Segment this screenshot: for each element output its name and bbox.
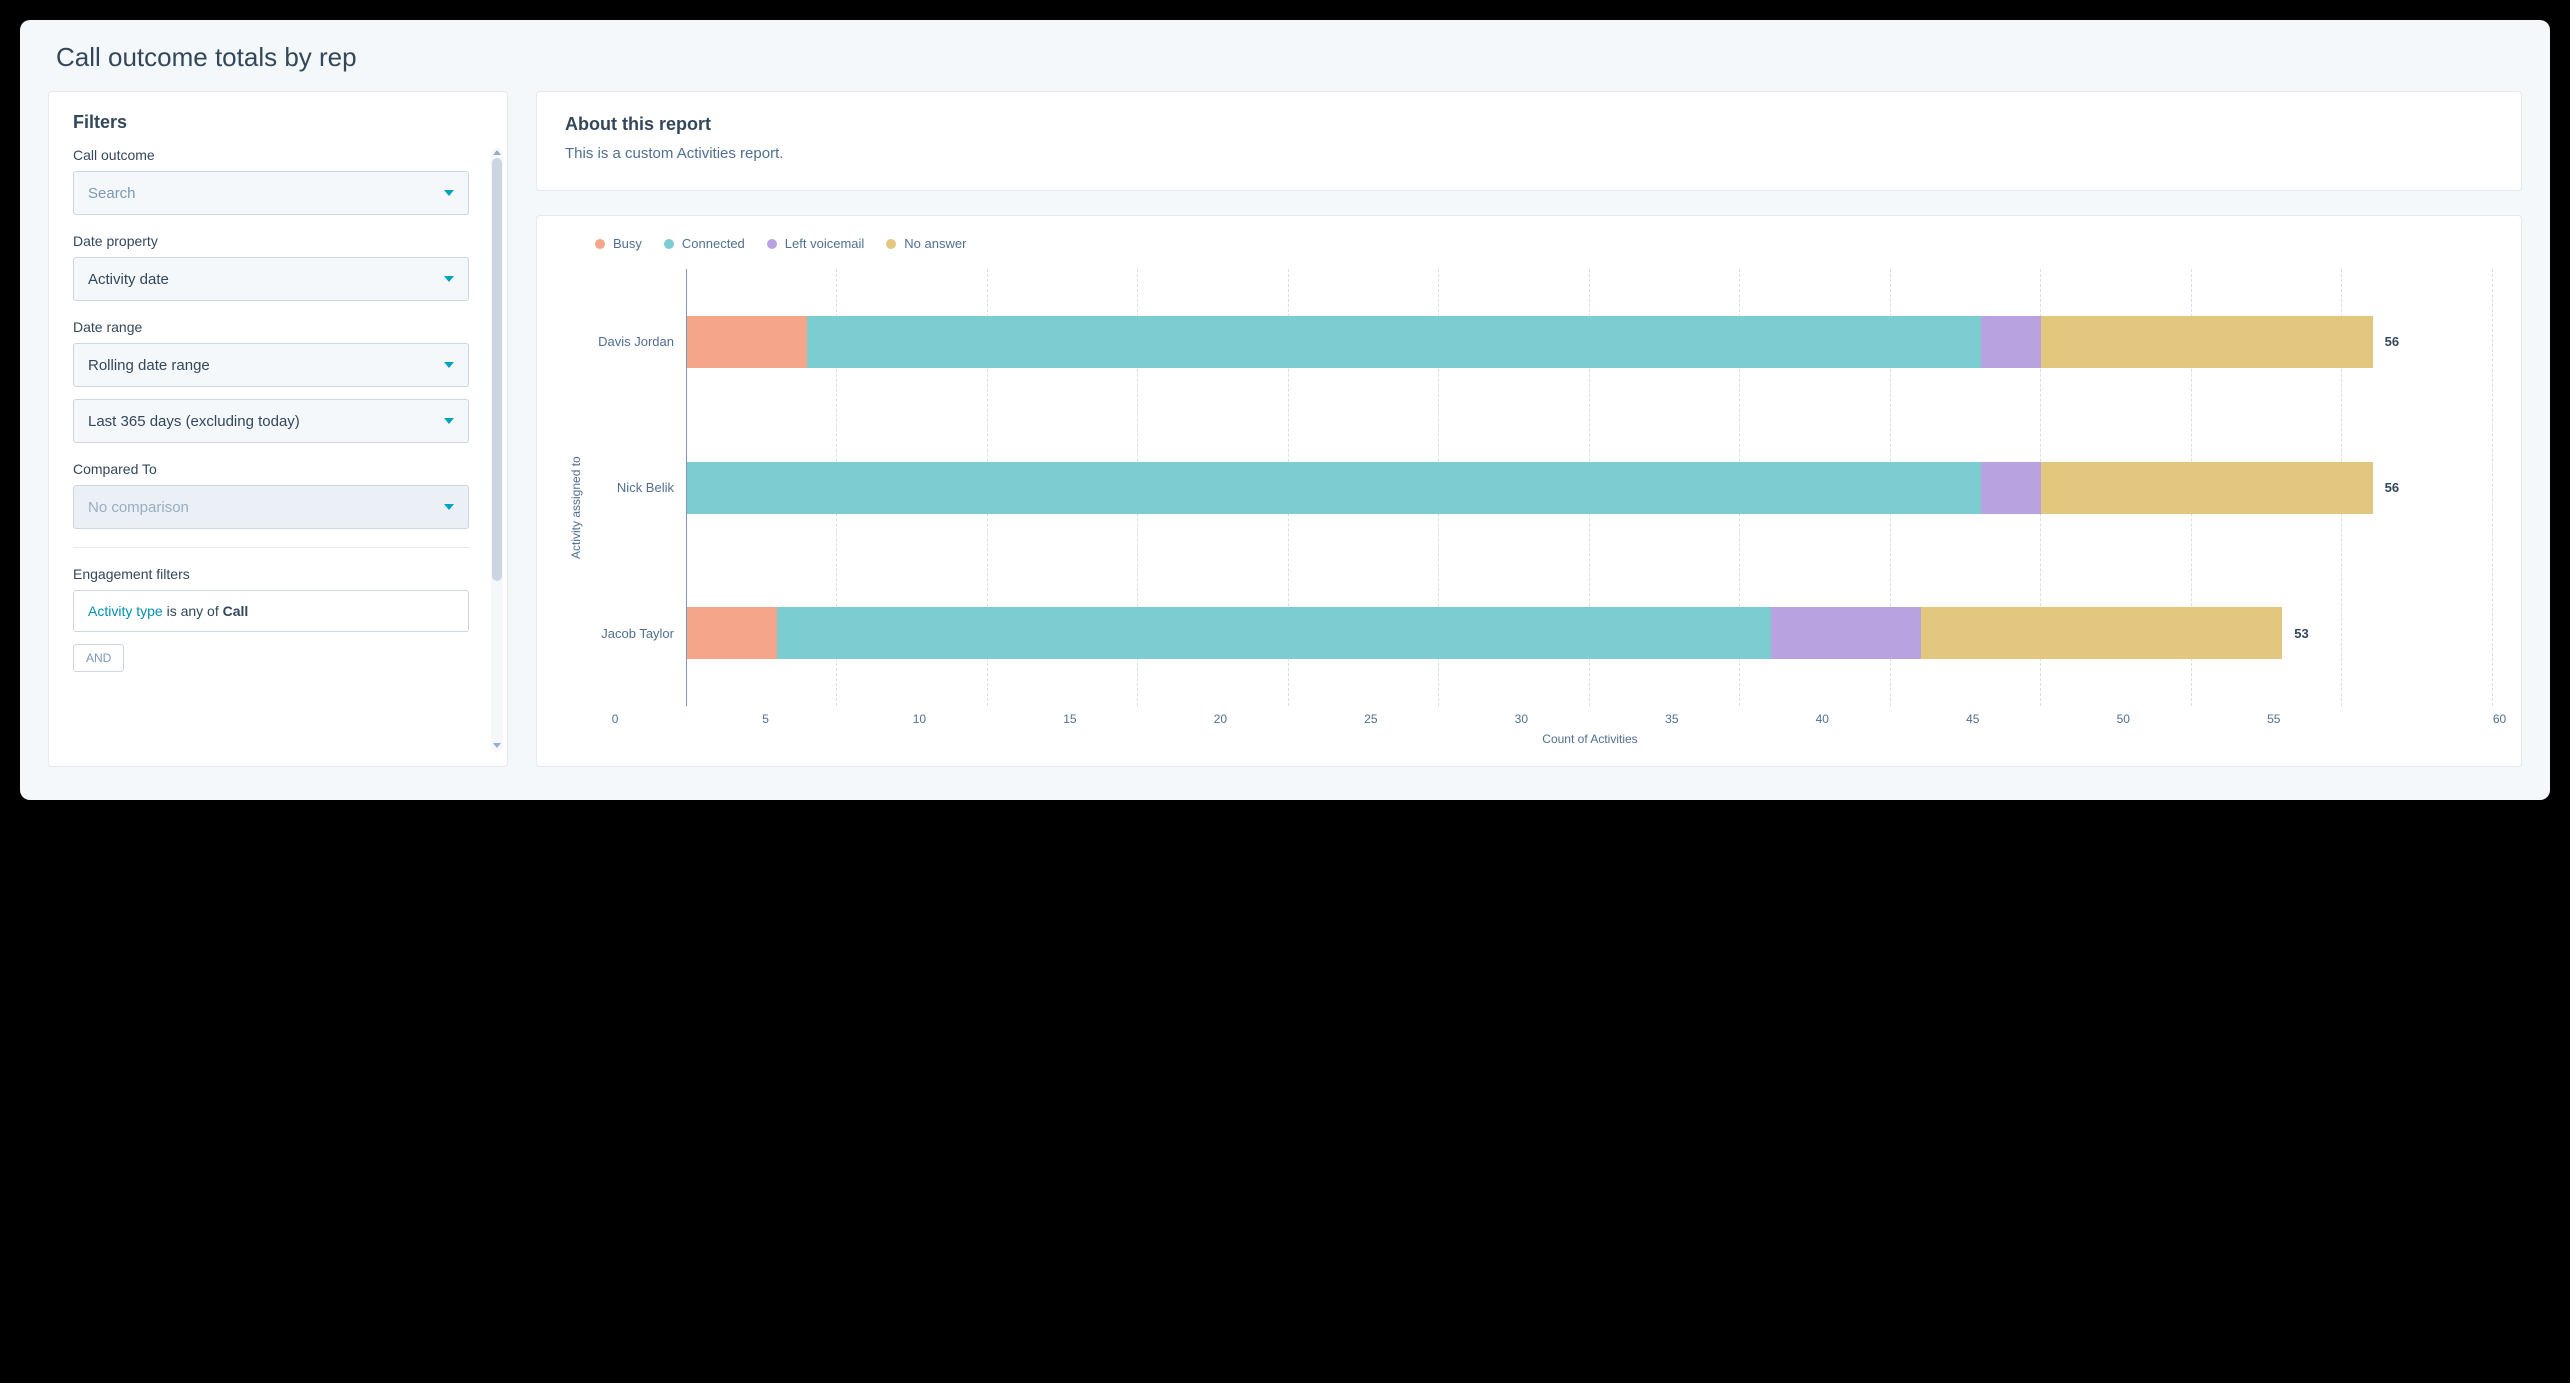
x-tick-label: 45 xyxy=(1966,712,1979,726)
x-tick-label: 55 xyxy=(2267,712,2280,726)
bar-segment[interactable] xyxy=(1921,607,2282,659)
filter-call-outcome: Call outcome Search xyxy=(73,147,469,215)
x-tick-label: 5 xyxy=(762,712,769,726)
bar-segment[interactable] xyxy=(2041,462,2372,514)
about-heading: About this report xyxy=(565,114,2493,135)
x-tick-label: 40 xyxy=(1816,712,1829,726)
legend-label: Busy xyxy=(613,236,642,251)
legend-swatch xyxy=(886,239,896,249)
filter-compared-to: Compared To No comparison xyxy=(73,461,469,529)
bar-segment[interactable] xyxy=(1981,462,2041,514)
legend-swatch xyxy=(595,239,605,249)
x-tick-label: 15 xyxy=(1063,712,1076,726)
date-range-preset-select[interactable]: Rolling date range xyxy=(73,343,469,387)
call-outcome-label: Call outcome xyxy=(73,147,469,163)
legend-swatch xyxy=(664,239,674,249)
chevron-down-icon xyxy=(444,190,454,196)
legend-item[interactable]: Left voicemail xyxy=(767,236,864,251)
engagement-filters-label: Engagement filters xyxy=(73,566,469,582)
bar-total-label: 56 xyxy=(2385,334,2399,349)
and-operator-button[interactable]: AND xyxy=(73,644,124,672)
date-property-select[interactable]: Activity date xyxy=(73,257,469,301)
category-label: Davis Jordan xyxy=(587,269,686,415)
bar-stack[interactable] xyxy=(687,607,2282,659)
date-range-label: Date range xyxy=(73,319,469,335)
bar-segment[interactable] xyxy=(687,316,807,368)
bar-segment[interactable] xyxy=(2041,316,2372,368)
chevron-down-icon xyxy=(444,418,454,424)
x-tick-label: 0 xyxy=(612,712,619,726)
bar-segment[interactable] xyxy=(687,607,777,659)
x-tick-label: 10 xyxy=(913,712,926,726)
x-tick-label: 20 xyxy=(1214,712,1227,726)
chevron-down-icon xyxy=(444,276,454,282)
filters-scrollbar[interactable] xyxy=(491,148,503,752)
legend-item[interactable]: Busy xyxy=(595,236,642,251)
category-labels: Davis JordanNick BelikJacob Taylor xyxy=(587,269,687,706)
bar-row: 56 xyxy=(687,269,2493,415)
legend-item[interactable]: Connected xyxy=(664,236,745,251)
about-description: This is a custom Activities report. xyxy=(565,145,2493,162)
filter-engagement: Engagement filters Activity type is any … xyxy=(73,566,469,672)
date-range-value-select[interactable]: Last 365 days (excluding today) xyxy=(73,399,469,443)
bar-segment[interactable] xyxy=(1771,607,1921,659)
x-tick-label: 25 xyxy=(1364,712,1377,726)
legend-swatch xyxy=(767,239,777,249)
chevron-down-icon xyxy=(444,362,454,368)
legend-item[interactable]: No answer xyxy=(886,236,966,251)
bar-segment[interactable] xyxy=(807,316,1981,368)
filters-heading: Filters xyxy=(73,112,469,133)
chevron-down-icon xyxy=(444,504,454,510)
bar-segment[interactable] xyxy=(687,462,1981,514)
bar-segment[interactable] xyxy=(777,607,1770,659)
filter-date-property: Date property Activity date xyxy=(73,233,469,301)
filters-panel: Filters Call outcome Search Date propert… xyxy=(48,91,508,767)
main-column: About this report This is a custom Activ… xyxy=(536,91,2522,767)
bar-stack[interactable] xyxy=(687,316,2373,368)
x-tick-label: 30 xyxy=(1515,712,1528,726)
plot-area: 56 56 53 xyxy=(687,269,2493,706)
about-report-card: About this report This is a custom Activ… xyxy=(536,91,2522,191)
bar-segment[interactable] xyxy=(1981,316,2041,368)
bar-total-label: 56 xyxy=(2385,480,2399,495)
chart-card: Busy Connected Left voicemail No answer Act… xyxy=(536,215,2522,767)
x-tick-label: 60 xyxy=(2493,712,2506,726)
x-axis: 051015202530354045505560 xyxy=(687,706,2493,726)
x-tick-label: 50 xyxy=(2117,712,2130,726)
legend-label: Left voicemail xyxy=(785,236,864,251)
category-label: Jacob Taylor xyxy=(587,560,686,706)
y-axis-label: Activity assigned to xyxy=(565,269,587,746)
bar-row: 53 xyxy=(687,560,2493,706)
chart-legend: Busy Connected Left voicemail No answer xyxy=(595,236,2493,251)
call-outcome-select[interactable]: Search xyxy=(73,171,469,215)
legend-label: No answer xyxy=(904,236,966,251)
filter-date-range: Date range Rolling date range Last 365 d… xyxy=(73,319,469,443)
report-window: Call outcome totals by rep Filters Call … xyxy=(20,20,2550,800)
bar-row: 56 xyxy=(687,415,2493,561)
bar-stack[interactable] xyxy=(687,462,2373,514)
x-tick-label: 35 xyxy=(1665,712,1678,726)
x-axis-label: Count of Activities xyxy=(687,732,2493,746)
engagement-filter-chip[interactable]: Activity type is any of Call xyxy=(73,590,469,632)
content-row: Filters Call outcome Search Date propert… xyxy=(20,91,2550,791)
compared-to-label: Compared To xyxy=(73,461,469,477)
bar-total-label: 53 xyxy=(2294,626,2308,641)
legend-label: Connected xyxy=(682,236,745,251)
category-label: Nick Belik xyxy=(587,415,686,561)
page-title: Call outcome totals by rep xyxy=(20,20,2550,91)
filters-divider xyxy=(73,547,469,548)
compared-to-select[interactable]: No comparison xyxy=(73,485,469,529)
date-property-label: Date property xyxy=(73,233,469,249)
